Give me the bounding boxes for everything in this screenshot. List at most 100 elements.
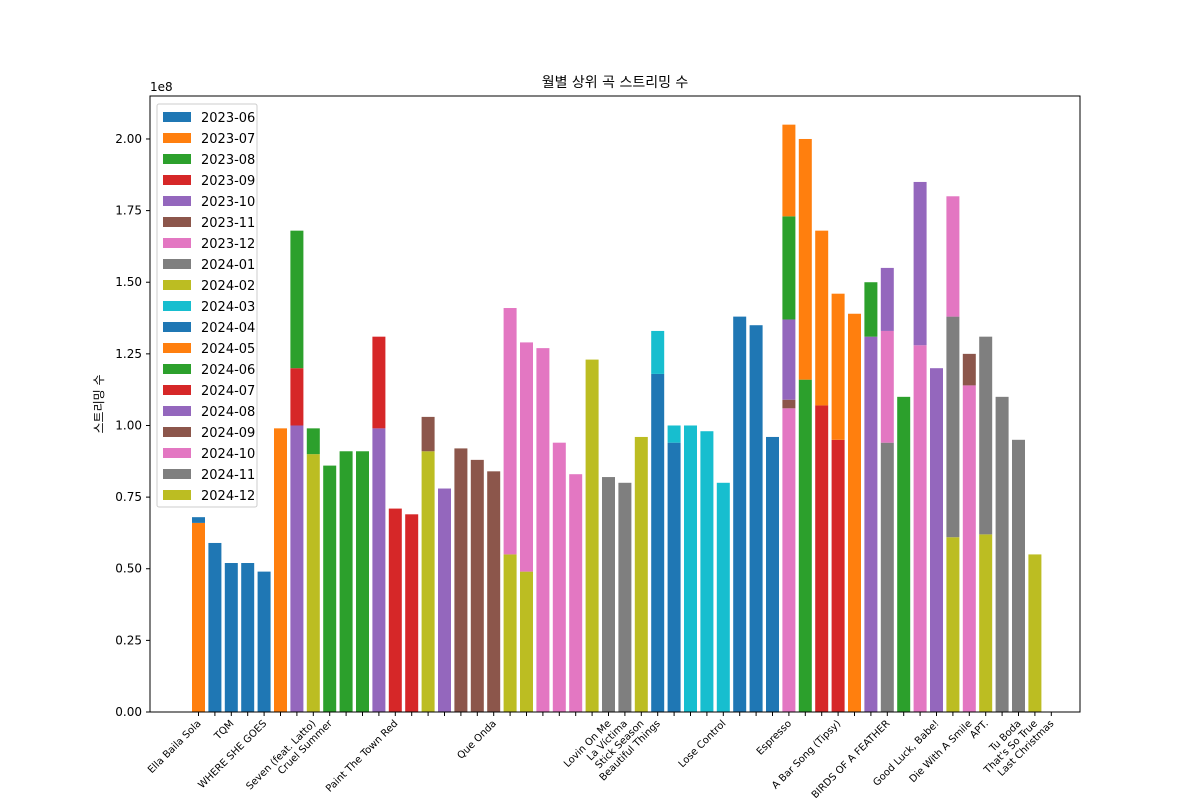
legend-swatch <box>163 490 191 500</box>
legend-entry-label: 2023-09 <box>201 174 255 189</box>
legend-entry-label: 2024-08 <box>201 405 255 420</box>
bar-segment <box>962 385 976 712</box>
bar-segment <box>798 138 812 380</box>
legend-entry-label: 2024-04 <box>201 321 255 336</box>
bar-segment <box>749 325 763 712</box>
bar-segment <box>667 425 681 443</box>
bar-segment <box>831 293 845 440</box>
bar-segment <box>503 554 517 712</box>
bar-segment <box>421 451 435 712</box>
legend-entry-label: 2023-12 <box>201 237 255 252</box>
bar-segment <box>339 451 353 712</box>
y-tick-label: 0.50 <box>115 562 142 576</box>
bar-segment <box>290 368 304 426</box>
bar-segment <box>405 514 419 712</box>
bar-segment <box>421 416 435 452</box>
y-axis-label: 스트리밍 수 <box>92 374 106 433</box>
plot-area-frame <box>149 95 1081 713</box>
y-tick-label: 1.00 <box>115 418 142 432</box>
y-tick-label: 2.00 <box>115 132 142 146</box>
bar-segment <box>651 330 665 374</box>
legend-swatch <box>163 322 191 332</box>
bar-segment <box>552 442 566 712</box>
bar-segment <box>979 534 993 712</box>
y-tick-label: 0.00 <box>115 705 142 719</box>
bar-segment <box>388 508 402 712</box>
bar-segment <box>536 348 550 712</box>
bar-segment <box>782 124 796 217</box>
bar-segment <box>306 428 320 455</box>
legend-entry-label: 2024-02 <box>201 279 255 294</box>
bar-segment <box>880 330 894 443</box>
legend-entry-label: 2024-10 <box>201 447 255 462</box>
legend-swatch <box>163 406 191 416</box>
bar-segment <box>1012 439 1025 712</box>
bar-segment <box>979 336 993 535</box>
bar-segment <box>962 353 976 386</box>
bar-segment <box>208 542 222 712</box>
bar-segment <box>995 396 1009 712</box>
y-tick-label: 0.75 <box>115 490 142 504</box>
y-tick-label: 0.25 <box>115 633 142 647</box>
bar-segment <box>487 471 501 712</box>
legend-entry-label: 2024-05 <box>201 342 255 357</box>
bar-segment <box>323 465 337 712</box>
bar-segment <box>848 313 861 712</box>
legend-swatch <box>163 448 191 458</box>
legend-swatch <box>163 301 191 311</box>
legend-swatch <box>163 259 191 269</box>
legend-entry-label: 2024-06 <box>201 363 255 378</box>
legend-entry-label: 2024-12 <box>201 489 255 504</box>
bar-segment <box>766 436 779 712</box>
y-axis-ticks: 0.00 0.25 0.50 0.75 1.00 1.25 1.50 1.75 2.00 <box>115 132 150 719</box>
y-tick-label: 1.75 <box>115 204 142 218</box>
bar-segment <box>618 482 632 712</box>
bar-segment <box>274 428 287 712</box>
bar-segment <box>880 442 894 712</box>
bar-segment <box>438 488 451 712</box>
y-axis-multiplier: 1e8 <box>150 80 173 94</box>
bar-segment <box>241 563 255 712</box>
bar-segment <box>520 342 533 572</box>
legend-swatch <box>163 112 191 122</box>
bar-segment <box>733 316 747 712</box>
bar-segment <box>667 442 681 712</box>
legend-entry-label: 2023-11 <box>201 216 255 231</box>
legend-entry-label: 2024-09 <box>201 426 255 441</box>
bar-segment <box>782 408 796 712</box>
legend-entry-label: 2024-01 <box>201 258 255 273</box>
bar-segment <box>470 459 484 712</box>
bar-segment <box>651 373 665 712</box>
bar-segment <box>864 282 878 337</box>
legend-entry-label: 2023-07 <box>201 132 255 147</box>
y-tick-label: 1.50 <box>115 275 142 289</box>
bar-segment <box>602 477 615 712</box>
bar-segment <box>946 316 960 538</box>
bar-segment <box>372 336 386 429</box>
bar-segment <box>815 405 829 712</box>
legend-swatch <box>163 238 191 248</box>
bar-segment <box>700 431 714 712</box>
bar-segment <box>831 439 845 712</box>
bars-layer <box>192 124 1042 712</box>
bar-segment <box>503 308 517 555</box>
legend-swatch <box>163 385 191 395</box>
bar-segment <box>782 319 796 400</box>
bar-segment <box>913 181 927 346</box>
bar-segment <box>946 196 960 317</box>
legend-swatch <box>163 427 191 437</box>
bar-segment <box>257 571 271 712</box>
bar-segment <box>880 267 894 331</box>
legend-swatch <box>163 469 191 479</box>
legend-swatch <box>163 154 191 164</box>
bar-segment <box>946 537 960 712</box>
bar-segment <box>569 474 583 712</box>
legend-entry-label: 2024-03 <box>201 300 255 315</box>
bar-segment <box>192 522 205 712</box>
bar-segment <box>684 425 697 712</box>
bar-segment <box>224 563 238 712</box>
bar-segment <box>798 379 812 712</box>
bar-segment <box>930 368 943 712</box>
bar-segment <box>290 230 304 369</box>
